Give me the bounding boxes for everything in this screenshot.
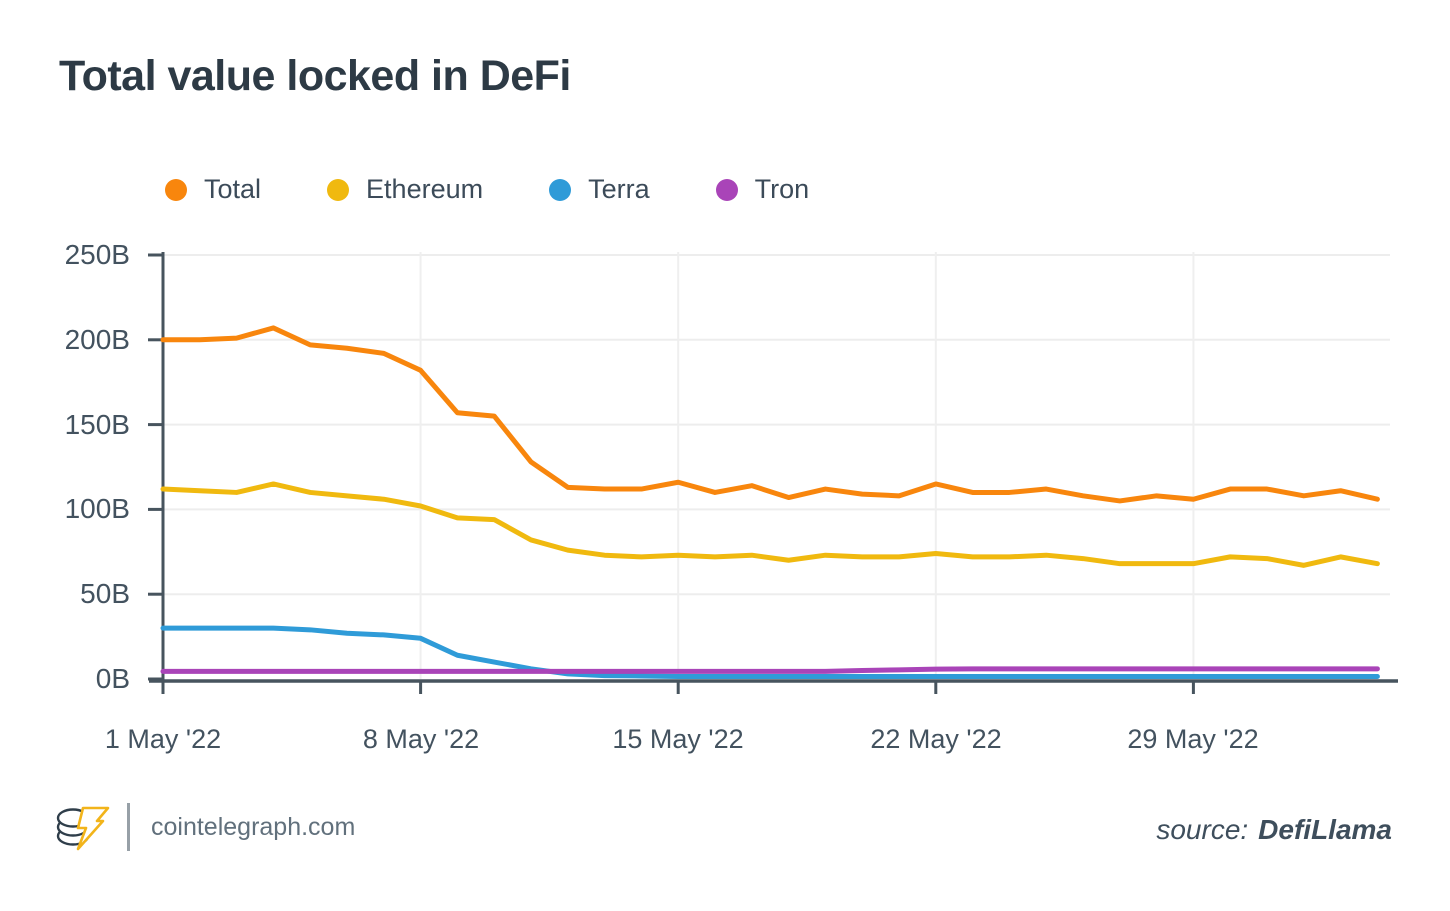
tron-series-dot-icon xyxy=(715,178,738,201)
series-line-ethereum xyxy=(160,481,1380,568)
x-axis-tick-label: 15 May '22 xyxy=(612,724,744,754)
series-line-terra xyxy=(160,625,1380,679)
y-axis-tick-label: 200B xyxy=(64,324,130,355)
legend-item-terra: Terra xyxy=(549,174,650,205)
footer-site-text: cointelegraph.com xyxy=(151,813,356,841)
y-axis-tick-label: 100B xyxy=(64,493,130,524)
footer-source: source: DefiLlama xyxy=(1156,814,1392,846)
legend-item-tron: Tron xyxy=(715,174,810,205)
lightning-bolt-icon xyxy=(76,806,110,851)
legend-label-ethereum: Ethereum xyxy=(366,174,484,204)
legend-label-tron: Tron xyxy=(754,174,810,204)
legend-label-terra: Terra xyxy=(588,174,650,204)
source-value: DefiLlama xyxy=(1258,814,1392,845)
total-series-dot-icon xyxy=(165,178,187,201)
legend-label-total: Total xyxy=(204,174,262,204)
y-axis-tick-label: 0B xyxy=(95,663,130,694)
ethereum-series-dot-icon xyxy=(327,178,350,201)
series-line-total xyxy=(160,325,1380,504)
legend-item-ethereum: Ethereum xyxy=(327,174,483,205)
legend: Total Ethereum Terra Tron xyxy=(165,174,809,205)
y-axis-tick-label: 150B xyxy=(64,409,130,440)
chart-title: Total value locked in DeFi xyxy=(59,52,571,100)
footer-divider xyxy=(127,803,130,851)
x-axis-tick-label: 29 May '22 xyxy=(1127,724,1259,754)
series-line-tron xyxy=(160,666,1380,674)
x-axis-tick-label: 1 May '22 xyxy=(104,724,222,754)
terra-series-dot-icon xyxy=(549,178,572,201)
x-axis-tick-label: 8 May '22 xyxy=(362,724,480,754)
x-axis-tick-label: 22 May '22 xyxy=(870,724,1002,754)
cointelegraph-logo xyxy=(56,806,110,851)
y-axis-tick-label: 50B xyxy=(80,578,130,609)
legend-item-total: Total xyxy=(165,174,261,205)
source-label: source: xyxy=(1156,814,1249,845)
y-axis-tick-label: 250B xyxy=(64,239,130,270)
